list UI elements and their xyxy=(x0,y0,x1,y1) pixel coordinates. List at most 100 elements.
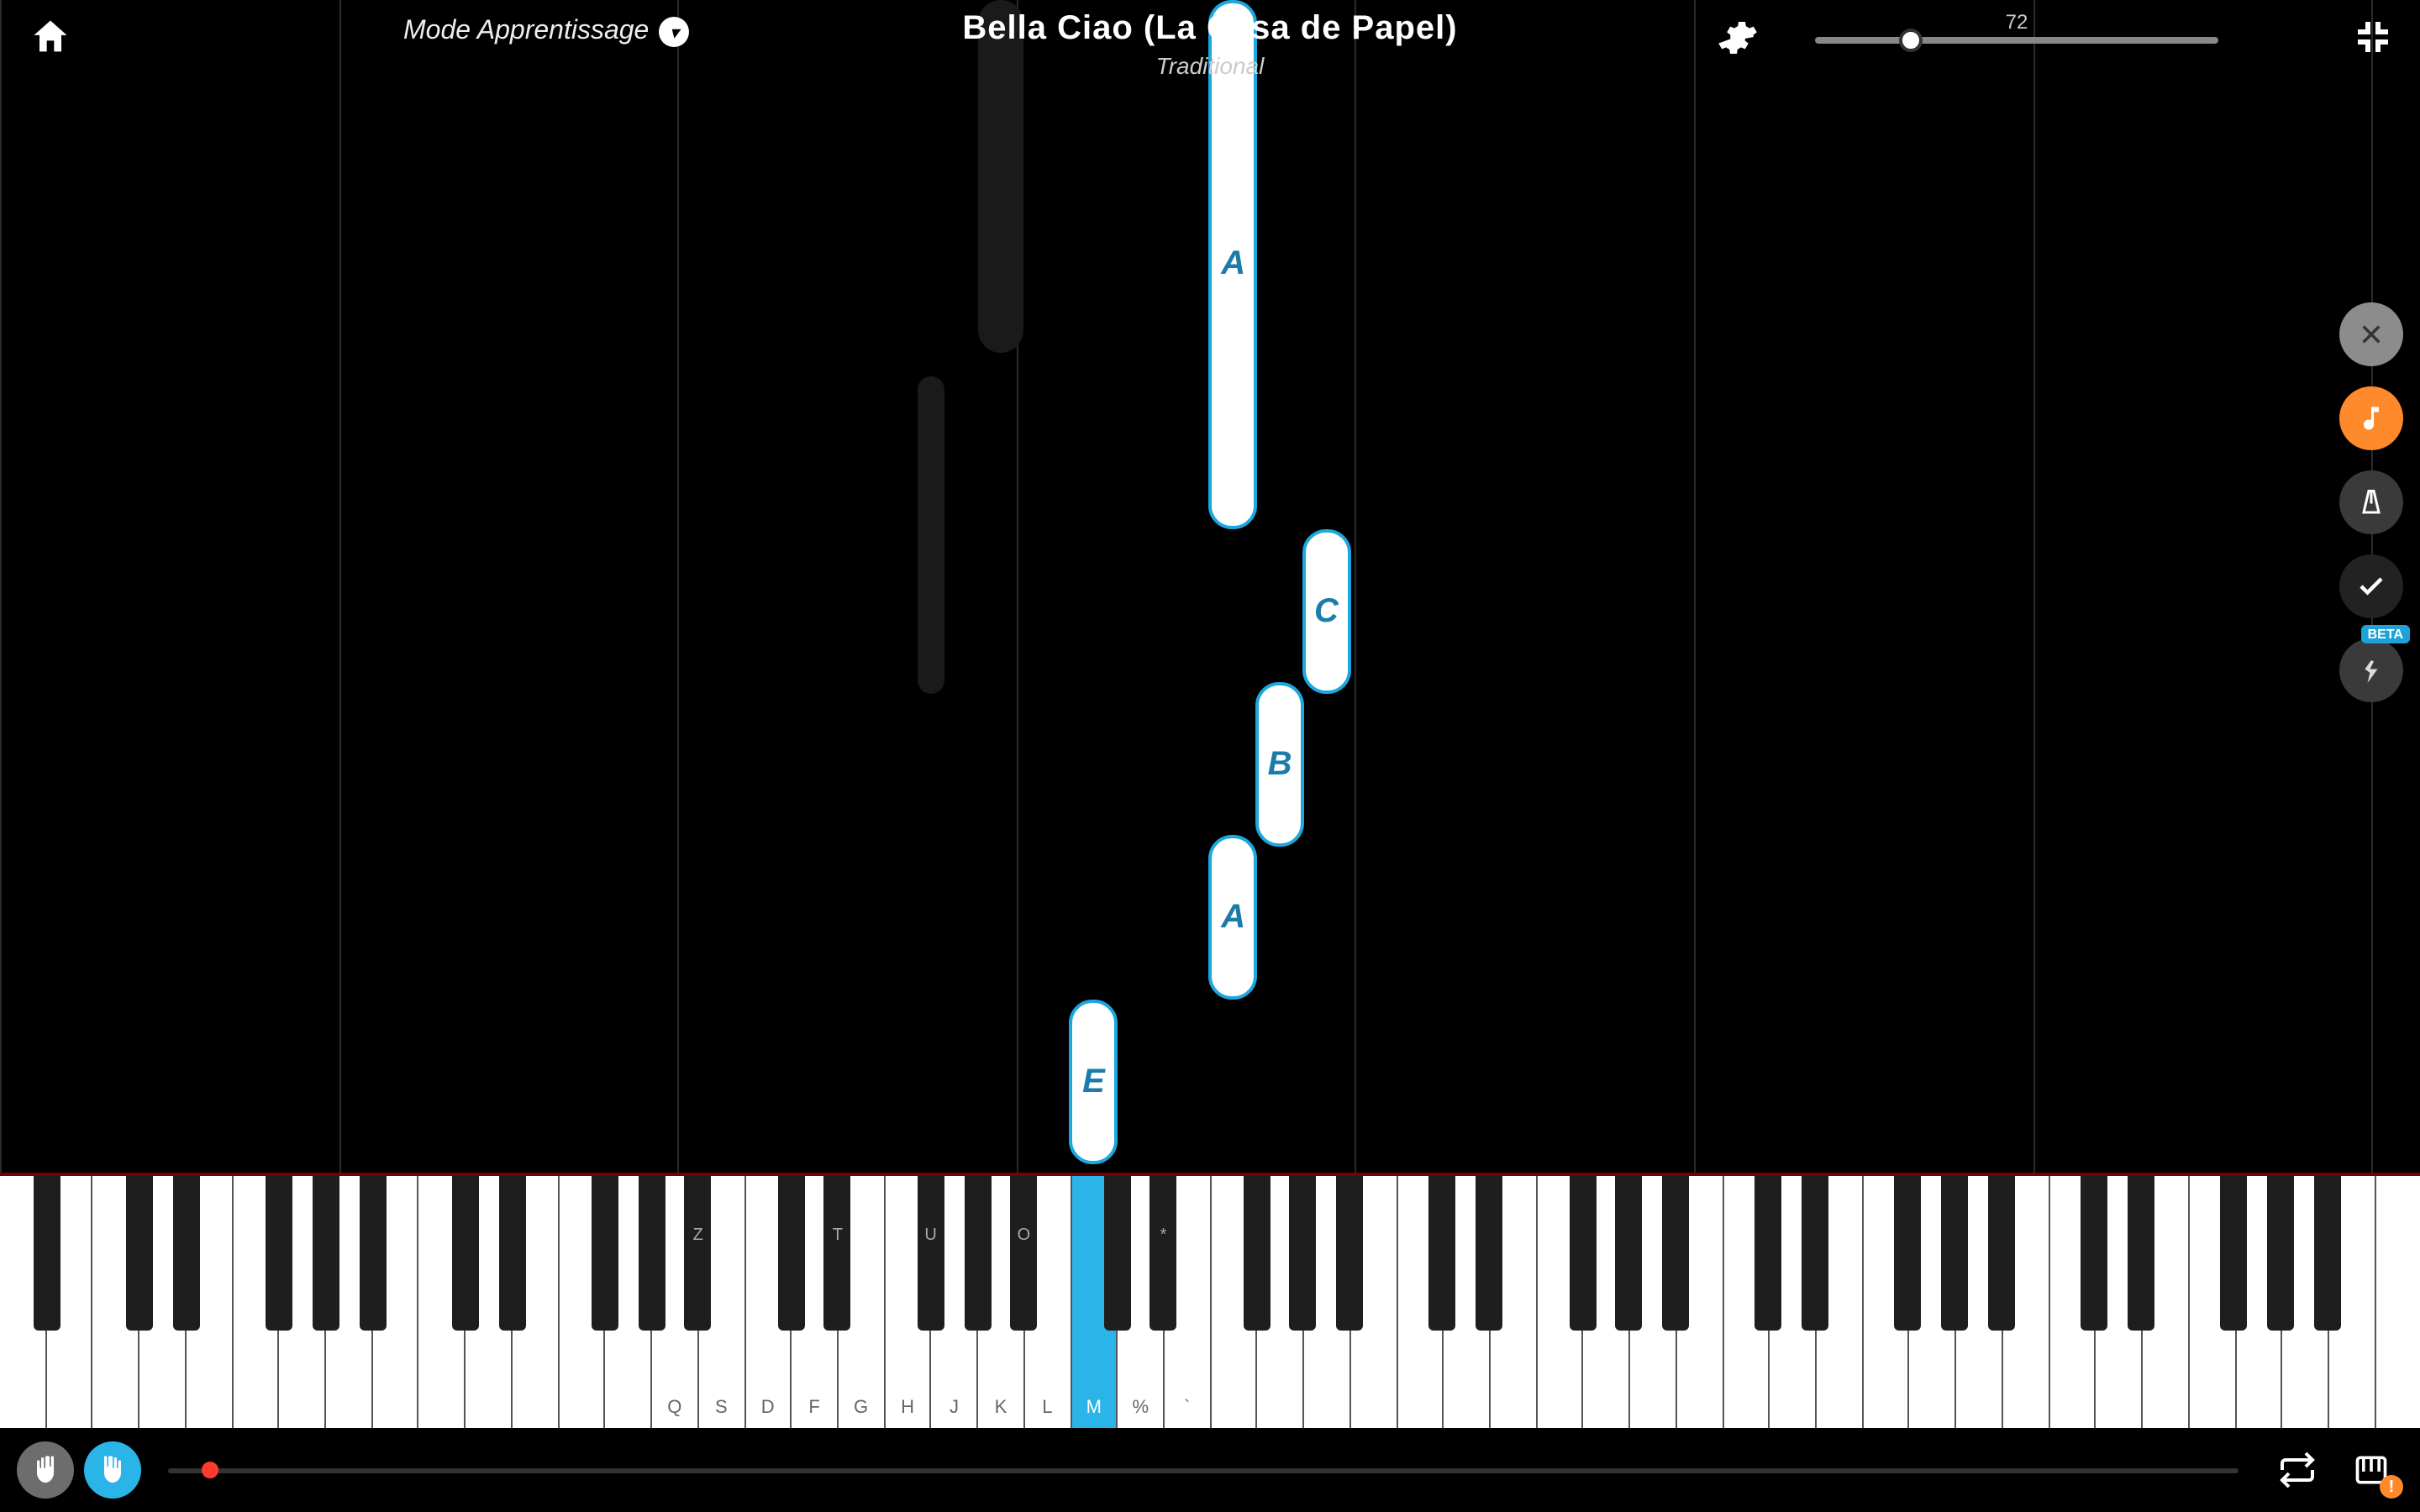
key-label: U xyxy=(924,1226,936,1245)
key-label: H xyxy=(901,1398,914,1418)
black-key[interactable]: Z xyxy=(685,1176,712,1331)
midi-button[interactable]: ! xyxy=(2346,1445,2396,1495)
falling-note: E xyxy=(1069,1000,1118,1164)
black-key[interactable]: T xyxy=(824,1176,851,1331)
loop-icon xyxy=(2277,1450,2317,1490)
close-tool-button[interactable] xyxy=(2339,302,2403,366)
check-icon xyxy=(2356,571,2386,601)
progress-handle[interactable] xyxy=(201,1462,218,1478)
beta-badge: BETA xyxy=(2361,625,2410,643)
black-key[interactable] xyxy=(1941,1176,1968,1331)
key-label: L xyxy=(1042,1398,1052,1418)
black-key[interactable] xyxy=(1895,1176,1922,1331)
falling-note: B xyxy=(1255,682,1304,847)
key-label: S xyxy=(715,1398,728,1418)
mode-selector[interactable]: Mode Apprentissage ▾ xyxy=(403,17,689,47)
home-icon xyxy=(29,15,72,59)
black-key[interactable]: U xyxy=(918,1176,944,1331)
key-label: T xyxy=(833,1226,843,1245)
white-key[interactable] xyxy=(2375,1176,2420,1428)
falling-note: A xyxy=(1209,835,1258,1000)
black-key[interactable]: O xyxy=(1010,1176,1037,1331)
black-key[interactable] xyxy=(1662,1176,1689,1331)
black-key[interactable] xyxy=(1290,1176,1317,1331)
sound-tool-button[interactable] xyxy=(2339,386,2403,450)
metronome-icon xyxy=(2356,487,2386,517)
key-label: * xyxy=(1160,1226,1167,1245)
key-label: D xyxy=(761,1398,775,1418)
progress-bar[interactable] xyxy=(168,1467,2238,1473)
tempo-value: 72 xyxy=(2006,10,2028,34)
black-key[interactable] xyxy=(964,1176,991,1331)
loop-button[interactable] xyxy=(2272,1445,2323,1495)
hand-left-icon xyxy=(29,1453,62,1487)
close-icon xyxy=(2360,323,2383,346)
progress-track xyxy=(168,1467,2238,1473)
key-label: Z xyxy=(693,1226,703,1245)
key-label: ` xyxy=(1184,1398,1190,1418)
black-key[interactable] xyxy=(1802,1176,1828,1331)
black-key[interactable] xyxy=(1615,1176,1642,1331)
black-key[interactable] xyxy=(1336,1176,1363,1331)
black-key[interactable] xyxy=(33,1176,60,1331)
note-fall-area: ACBAE xyxy=(0,0,2420,1176)
piano-keyboard[interactable]: QSDFGHJKLM%` ZTUO* xyxy=(0,1176,2420,1428)
settings-button[interactable] xyxy=(1714,13,1761,60)
black-key[interactable] xyxy=(2220,1176,2247,1331)
home-button[interactable] xyxy=(24,10,77,64)
side-toolbar: BETA xyxy=(2339,302,2403,702)
black-key[interactable] xyxy=(777,1176,804,1331)
black-key[interactable] xyxy=(498,1176,525,1331)
black-key[interactable] xyxy=(1429,1176,1456,1331)
grid-line xyxy=(2033,0,2034,1176)
hand-clap-icon xyxy=(2356,655,2386,685)
black-key[interactable] xyxy=(2081,1176,2107,1331)
black-key[interactable] xyxy=(266,1176,292,1331)
song-info: Bella Ciao (La Casa de Papel) Traditiona… xyxy=(962,10,1457,79)
check-tool-button[interactable] xyxy=(2339,554,2403,618)
right-hand-toggle[interactable] xyxy=(84,1441,141,1499)
left-hand-toggle[interactable] xyxy=(17,1441,74,1499)
black-key[interactable] xyxy=(172,1176,199,1331)
key-label: K xyxy=(995,1398,1007,1418)
falling-note: C xyxy=(1302,529,1350,694)
grid-line xyxy=(677,0,679,1176)
black-key[interactable] xyxy=(126,1176,153,1331)
black-key[interactable] xyxy=(2313,1176,2340,1331)
black-key[interactable] xyxy=(592,1176,618,1331)
black-key[interactable] xyxy=(1103,1176,1130,1331)
black-key[interactable]: * xyxy=(1150,1176,1177,1331)
tempo-slider[interactable]: 72 xyxy=(1815,10,2218,44)
exit-fullscreen-button[interactable] xyxy=(2349,13,2396,60)
black-key[interactable] xyxy=(313,1176,339,1331)
grid-line xyxy=(1355,0,1357,1176)
song-subtitle: Traditional xyxy=(962,52,1457,79)
bottom-bar: ! xyxy=(0,1428,2420,1512)
grid-line xyxy=(339,0,340,1176)
key-label: M xyxy=(1086,1398,1102,1418)
black-key[interactable] xyxy=(359,1176,386,1331)
black-key[interactable] xyxy=(1569,1176,1596,1331)
black-key[interactable] xyxy=(1987,1176,2014,1331)
black-key[interactable] xyxy=(2128,1176,2154,1331)
key-label: O xyxy=(1018,1226,1031,1245)
black-key[interactable] xyxy=(452,1176,479,1331)
grid-line xyxy=(0,0,2,1176)
warning-badge: ! xyxy=(2380,1475,2403,1499)
clap-tool-button[interactable]: BETA xyxy=(2339,638,2403,702)
black-key[interactable] xyxy=(1755,1176,1782,1331)
mode-label-text: Mode Apprentissage xyxy=(403,17,649,47)
metronome-tool-button[interactable] xyxy=(2339,470,2403,534)
black-key[interactable] xyxy=(2267,1176,2294,1331)
tempo-handle[interactable] xyxy=(1898,29,1922,52)
top-bar: Mode Apprentissage ▾ Bella Ciao (La Casa… xyxy=(0,0,2420,101)
tempo-track[interactable] xyxy=(1815,37,2218,44)
key-label: Q xyxy=(667,1398,681,1418)
black-key[interactable] xyxy=(1476,1176,1502,1331)
black-key[interactable] xyxy=(638,1176,665,1331)
key-label: J xyxy=(950,1398,959,1418)
black-key[interactable] xyxy=(1243,1176,1270,1331)
music-note-icon xyxy=(2356,403,2386,433)
key-label: % xyxy=(1132,1398,1149,1418)
collapse-icon xyxy=(2353,17,2393,57)
